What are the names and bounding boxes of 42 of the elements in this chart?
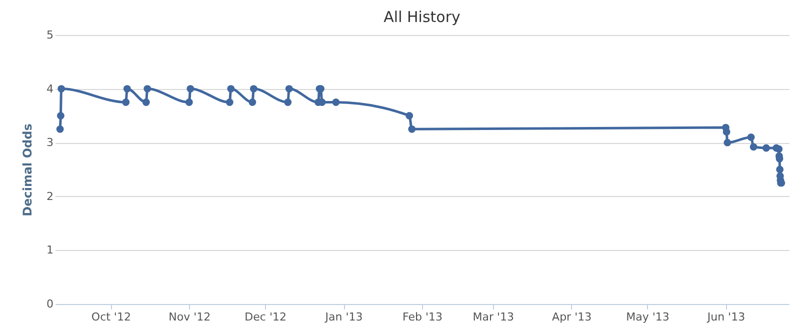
point xyxy=(58,85,66,92)
point xyxy=(226,98,234,106)
point xyxy=(406,112,414,120)
point xyxy=(762,144,770,152)
x-tick-label: Oct '12 xyxy=(91,310,131,324)
point xyxy=(285,85,293,92)
point xyxy=(332,98,340,106)
y-tick-label: 3 xyxy=(46,136,54,150)
point xyxy=(122,98,130,106)
y-tick-label: 1 xyxy=(46,244,54,257)
y-tick-label: 0 xyxy=(46,298,54,310)
point xyxy=(747,134,755,141)
y-tick-label: 5 xyxy=(46,28,54,42)
point xyxy=(408,125,416,133)
x-tick-label: Dec '12 xyxy=(244,310,286,324)
x-tick-label: Nov '12 xyxy=(168,310,211,324)
point xyxy=(185,98,193,106)
point xyxy=(142,98,150,106)
point xyxy=(722,128,730,136)
x-tick-label: Mar '13 xyxy=(472,310,514,324)
x-tick-label: Feb '13 xyxy=(402,310,442,324)
point xyxy=(724,138,732,146)
point xyxy=(186,85,194,92)
point xyxy=(248,98,256,106)
chart-title: All History xyxy=(384,8,460,26)
x-tick-label: May '13 xyxy=(626,310,670,324)
point xyxy=(144,85,152,92)
point xyxy=(56,112,64,120)
x-tick-label: Jun '13 xyxy=(706,310,746,324)
point xyxy=(776,166,784,174)
point xyxy=(775,145,783,153)
y-tick-label: 4 xyxy=(46,82,54,96)
point xyxy=(227,85,235,92)
y-tick-label: 2 xyxy=(46,190,54,203)
point xyxy=(56,125,64,133)
y-axis-title: Decimal Odds xyxy=(20,124,34,216)
point xyxy=(284,98,292,106)
x-tick-label: Apr '13 xyxy=(552,310,592,324)
point xyxy=(750,143,758,151)
x-tick-label: Jan '13 xyxy=(324,310,363,324)
point xyxy=(123,85,131,92)
point xyxy=(250,85,258,92)
